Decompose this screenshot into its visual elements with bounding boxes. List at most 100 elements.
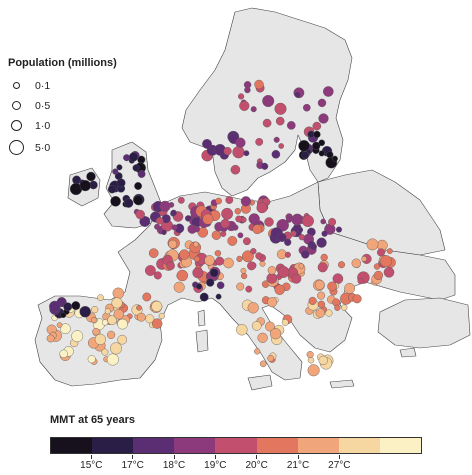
city-point	[327, 281, 337, 292]
city-point	[298, 140, 310, 152]
city-point	[87, 355, 96, 364]
city-point	[318, 150, 325, 157]
city-point	[320, 218, 327, 225]
city-point	[101, 319, 109, 326]
city-point	[264, 217, 274, 227]
city-point	[236, 255, 243, 263]
city-point	[236, 282, 245, 291]
city-point	[317, 262, 328, 273]
city-point	[202, 138, 212, 149]
city-point	[94, 333, 107, 346]
city-point	[257, 332, 268, 343]
city-point	[301, 214, 314, 227]
city-point	[116, 178, 126, 188]
colorbar-segment	[133, 438, 175, 453]
city-point	[221, 207, 234, 220]
city-point	[220, 230, 227, 237]
colorbar-segment	[215, 438, 257, 453]
city-point	[321, 230, 328, 237]
city-point	[215, 197, 222, 205]
city-point	[315, 308, 325, 318]
city-point	[318, 113, 329, 124]
city-point	[159, 200, 171, 212]
city-point	[262, 94, 275, 107]
city-point	[290, 230, 297, 237]
city-point	[158, 312, 165, 320]
city-point	[196, 283, 203, 290]
city-point	[168, 239, 178, 249]
city-point	[112, 287, 125, 299]
city-point	[298, 234, 305, 241]
city-point	[193, 255, 201, 263]
city-point	[148, 248, 159, 258]
city-point	[101, 348, 109, 356]
city-point	[240, 267, 247, 274]
city-point	[216, 281, 225, 290]
city-point	[254, 348, 261, 355]
city-point	[307, 364, 320, 377]
city-point	[302, 103, 311, 112]
city-point	[136, 304, 142, 311]
city-point	[112, 168, 119, 175]
population-circle-icon	[12, 101, 21, 110]
colorbar-tick	[173, 455, 175, 459]
city-point	[284, 251, 291, 258]
city-point	[241, 250, 254, 263]
colorbar-tick-label: 21°C	[286, 460, 310, 471]
corsica-land	[197, 309, 206, 327]
city-point	[235, 137, 246, 148]
colorbar-title: MMT at 65 years	[50, 414, 135, 426]
city-point	[60, 323, 71, 335]
city-point	[314, 279, 325, 290]
colorbar-tick-label: 20°C	[245, 460, 268, 471]
city-point	[278, 143, 285, 149]
city-point	[312, 121, 322, 131]
colorbar-segment	[174, 438, 216, 453]
city-point	[284, 238, 292, 246]
city-point	[307, 130, 315, 138]
city-point	[247, 302, 259, 314]
mmt-colorbar	[50, 437, 422, 454]
city-point	[251, 321, 262, 331]
city-point	[248, 213, 260, 225]
population-legend-item-0-1: 0·1	[8, 80, 50, 92]
city-point	[245, 285, 253, 293]
colorbar-tick	[214, 455, 216, 459]
city-point	[344, 282, 355, 294]
city-point	[286, 216, 293, 223]
city-point	[71, 330, 84, 343]
city-point	[294, 91, 301, 98]
city-point	[267, 297, 278, 308]
city-point	[184, 215, 192, 222]
city-point	[297, 226, 304, 233]
population-circle-icon	[13, 82, 20, 89]
city-point	[135, 209, 145, 220]
city-point	[151, 300, 163, 312]
city-point	[171, 224, 178, 231]
city-point	[97, 294, 104, 302]
colorbar-segment	[92, 438, 134, 453]
city-point	[109, 342, 122, 355]
city-point	[270, 328, 282, 340]
city-point	[151, 318, 163, 329]
city-point	[215, 256, 225, 266]
city-point	[206, 278, 215, 287]
city-point	[275, 116, 285, 126]
city-point	[173, 281, 185, 293]
population-legend-title: Population (millions)	[8, 57, 117, 69]
city-point	[225, 196, 234, 204]
city-point	[232, 146, 245, 159]
city-point	[46, 334, 55, 343]
city-point	[223, 257, 234, 269]
city-point	[334, 304, 341, 311]
city-point	[256, 202, 268, 214]
city-point	[338, 261, 346, 269]
city-point	[301, 151, 310, 160]
city-point	[267, 354, 275, 362]
city-point	[377, 248, 386, 257]
city-point	[274, 284, 285, 295]
city-point	[357, 278, 364, 285]
colorbar-segment	[297, 438, 339, 453]
city-point	[153, 271, 162, 280]
